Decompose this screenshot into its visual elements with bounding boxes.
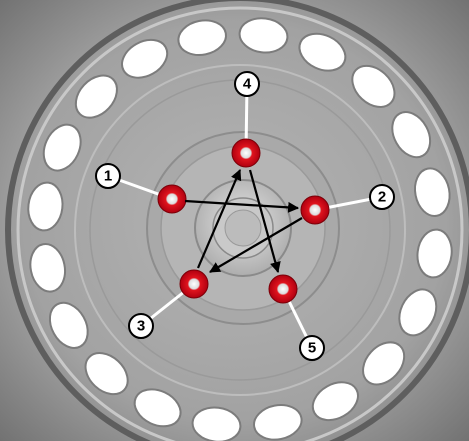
lug-nut — [231, 138, 261, 168]
arrow — [196, 168, 242, 269]
arrow — [184, 199, 300, 213]
lug-nut — [179, 269, 209, 299]
vent-hole — [29, 243, 67, 293]
callout-circle — [299, 335, 325, 361]
lug-nuts — [157, 138, 330, 304]
callout-circle — [369, 184, 395, 210]
vent-hole — [311, 381, 359, 422]
callout-number: 1 — [104, 168, 112, 185]
vent-hole — [133, 388, 182, 428]
vent-hole — [74, 74, 118, 119]
vent-hole — [391, 111, 432, 159]
vent-hole — [42, 123, 82, 172]
arrow — [209, 217, 303, 273]
rim-edge — [5, 0, 469, 441]
lug-nut — [157, 184, 187, 214]
vent-hole — [416, 228, 453, 279]
callout-circle — [95, 163, 121, 189]
callouts: 1 2 3 4 5 — [95, 71, 395, 361]
vent-hole — [191, 406, 242, 441]
hub-cap — [224, 209, 262, 247]
vent-hole — [298, 32, 347, 72]
callout-number: 3 — [137, 318, 145, 335]
lug-nut — [300, 195, 330, 225]
vent-hole — [253, 403, 303, 441]
disc-ring — [74, 64, 406, 396]
vent-hole — [84, 352, 129, 396]
arrow — [248, 169, 281, 274]
vent-holes — [27, 17, 453, 441]
lug-nut — [268, 274, 298, 304]
vent-hole — [413, 167, 451, 217]
callout-number: 4 — [243, 76, 252, 93]
rim-ring — [16, 6, 464, 441]
callout-circle — [234, 71, 260, 97]
vent-hole — [238, 17, 289, 54]
vent-hole — [27, 181, 64, 232]
vent-hole — [398, 288, 438, 337]
vent-hole — [362, 341, 406, 386]
callout-circle — [128, 313, 154, 339]
vent-hole — [177, 19, 227, 57]
callout-number: 5 — [308, 340, 316, 357]
vent-hole — [48, 301, 89, 349]
vent-hole — [121, 38, 169, 79]
sequence-arrows — [184, 168, 303, 274]
callout-number: 2 — [378, 189, 386, 206]
vent-hole — [351, 64, 396, 108]
